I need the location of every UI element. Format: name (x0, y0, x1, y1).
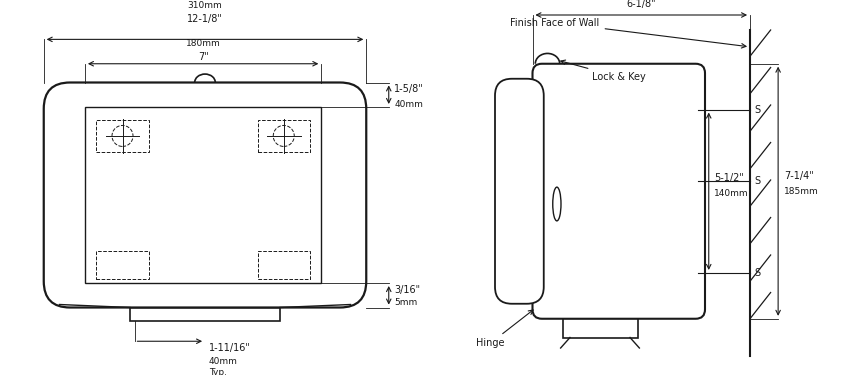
Text: Typ.: Typ. (209, 368, 227, 375)
Text: S: S (755, 176, 761, 186)
Text: 1-5/8": 1-5/8" (394, 84, 424, 94)
Text: S: S (755, 105, 761, 115)
FancyBboxPatch shape (495, 79, 544, 304)
Text: 7-1/4": 7-1/4" (784, 171, 813, 181)
Text: 40mm: 40mm (209, 357, 238, 366)
Text: Lock & Key: Lock & Key (561, 60, 646, 82)
Text: 6-1/8": 6-1/8" (626, 0, 656, 9)
Text: 185mm: 185mm (784, 187, 819, 196)
Text: 12-1/8": 12-1/8" (187, 14, 223, 24)
Bar (130, 308, 280, 321)
Text: 40mm: 40mm (394, 100, 423, 109)
Text: Hinge: Hinge (476, 310, 533, 348)
FancyBboxPatch shape (532, 64, 705, 319)
Text: 1-11/16": 1-11/16" (209, 343, 251, 353)
Text: Finish Face of Wall: Finish Face of Wall (510, 18, 746, 48)
Bar (96, 120, 149, 152)
Bar (96, 251, 149, 279)
Ellipse shape (552, 187, 561, 221)
Text: 180mm: 180mm (186, 39, 220, 48)
Bar (85, 107, 321, 283)
Bar (563, 319, 638, 338)
FancyBboxPatch shape (43, 82, 366, 308)
Text: S: S (755, 268, 761, 278)
Text: 5-1/2": 5-1/2" (714, 173, 745, 183)
Text: 5mm: 5mm (394, 298, 417, 307)
Bar (258, 120, 310, 152)
Text: 3/16": 3/16" (394, 285, 421, 295)
Bar (258, 251, 310, 279)
Text: 310mm: 310mm (188, 1, 223, 10)
Text: 7": 7" (198, 52, 208, 62)
Text: 140mm: 140mm (714, 189, 749, 198)
